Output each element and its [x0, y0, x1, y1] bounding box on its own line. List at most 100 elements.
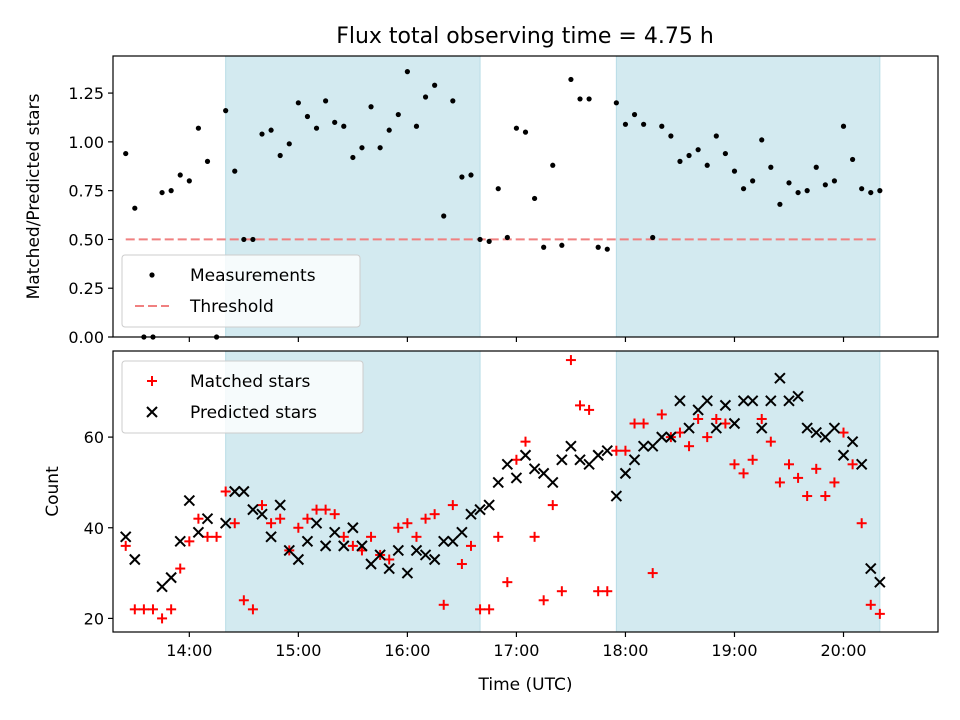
legend-key-matched-stars: [147, 376, 157, 386]
predicted-stars-point: [756, 422, 768, 434]
matched-stars-point: [129, 604, 140, 615]
matched-stars-point: [747, 454, 758, 465]
matched-stars-point: [820, 491, 831, 502]
matched-stars-point: [729, 459, 740, 470]
measurements-point: [604, 246, 610, 252]
count-panel: 20 40 60 14:00 15:00 16:00 17:00 18:00 19:00 20:…: [43, 350, 939, 695]
matched-stars-point: [593, 586, 604, 597]
matched-stars-point: [247, 604, 258, 615]
measurements-point: [786, 180, 792, 186]
measurements-point: [577, 96, 583, 102]
matched-stars-point: [438, 599, 449, 610]
matched-stars-point: [293, 522, 304, 533]
predicted-stars-point: [692, 404, 704, 416]
measurements-point: [840, 123, 847, 129]
measurements-point: [695, 147, 701, 153]
measurements-point: [350, 154, 356, 161]
measurements-point: [459, 174, 465, 180]
matched-stars-point: [402, 518, 413, 529]
measurements-point: [750, 178, 756, 184]
matched-stars-point: [811, 463, 822, 474]
predicted-stars-point: [765, 395, 777, 407]
matched-stars-point: [874, 608, 885, 619]
measurements-point: [877, 188, 883, 194]
measurements-point: [250, 236, 256, 243]
measurements-point: [204, 158, 211, 164]
predicted-stars-point: [219, 517, 232, 529]
measurements-point: [740, 186, 747, 192]
count-y-tick-label: 40: [84, 519, 104, 538]
predicted-stars-point: [628, 454, 641, 466]
predicted-stars-point: [401, 567, 414, 579]
measurements-point: [595, 244, 601, 250]
predicted-stars-point: [665, 431, 677, 443]
matched-stars-point: [366, 531, 377, 542]
measurements-point: [286, 141, 292, 147]
predicted-stars-point: [229, 485, 241, 498]
matched-stars-point: [611, 445, 622, 456]
count-y-tick-label: 20: [84, 609, 104, 628]
matched-stars-point: [447, 500, 458, 511]
measurements-point: [495, 186, 501, 192]
predicted-stars-point: [438, 535, 450, 548]
legend-key-predicted-stars: [146, 406, 158, 418]
measurements-point: [504, 234, 510, 241]
predicted-stars-point: [701, 395, 713, 407]
predicted-stars-point: [274, 499, 286, 511]
matched-stars-point: [802, 491, 813, 502]
measurements-point: [259, 131, 265, 137]
count-x-axis-label: Time (UTC): [478, 675, 573, 695]
count-x-tick-label: 20:00: [820, 641, 866, 660]
measurements-point: [450, 98, 456, 104]
matched-stars-point: [384, 554, 395, 565]
legend-key-measurements: [149, 272, 155, 278]
matched-stars-point: [229, 518, 240, 529]
matched-stars-point: [847, 459, 858, 470]
predicted-stars-point: [156, 580, 168, 593]
ratio-legend: Measurements Threshold: [121, 254, 361, 328]
count-legend: Matched stars Predicted stars: [121, 360, 364, 434]
predicted-stars-point: [129, 553, 141, 566]
predicted-stars-point: [192, 526, 205, 538]
matched-stars-point: [157, 613, 168, 624]
predicted-stars-point: [874, 576, 886, 588]
matched-stars-point: [211, 531, 222, 542]
measurements-point: [413, 123, 420, 129]
predicted-stars-point: [347, 522, 359, 534]
predicted-stars-point: [474, 503, 486, 516]
measurements-point: [468, 172, 474, 178]
measurements-point: [441, 213, 447, 219]
count-x-tick-label: 15:00: [275, 641, 321, 660]
measurements-point: [304, 113, 311, 120]
predicted-stars-point: [855, 458, 868, 471]
measurements-point: [568, 76, 574, 83]
measurements-point: [550, 162, 556, 168]
predicted-stars-point: [801, 422, 813, 434]
predicted-stars-point: [301, 535, 314, 548]
predicted-stars-point: [565, 440, 577, 452]
measurements-point: [477, 236, 483, 243]
measurements-point: [522, 129, 529, 135]
predicted-stars-point: [510, 472, 523, 484]
ratio-y-tick-label: 0.25: [68, 279, 104, 298]
predicted-stars-point: [810, 426, 822, 439]
predicted-stars-point: [583, 458, 595, 471]
count-x-tick-label: 14:00: [166, 641, 212, 660]
matched-stars-point: [529, 531, 540, 542]
matched-stars-point: [502, 577, 513, 588]
matched-stars-point: [138, 604, 149, 615]
measurements-point: [386, 127, 392, 133]
legend-label-threshold: Threshold: [189, 297, 274, 317]
predicted-stars-point: [710, 422, 723, 434]
measurements-point: [731, 168, 738, 174]
ratio-y-tick-label: 0.75: [68, 182, 104, 201]
measurements-point: [341, 123, 347, 129]
matched-stars-point: [765, 436, 776, 447]
matched-stars-point: [629, 418, 640, 429]
predicted-stars-point: [683, 422, 695, 434]
predicted-stars-point: [447, 535, 459, 548]
measurements-point: [795, 189, 801, 196]
matched-stars-point: [311, 504, 322, 515]
matched-stars-point: [465, 540, 476, 551]
predicted-stars-point: [120, 531, 132, 543]
